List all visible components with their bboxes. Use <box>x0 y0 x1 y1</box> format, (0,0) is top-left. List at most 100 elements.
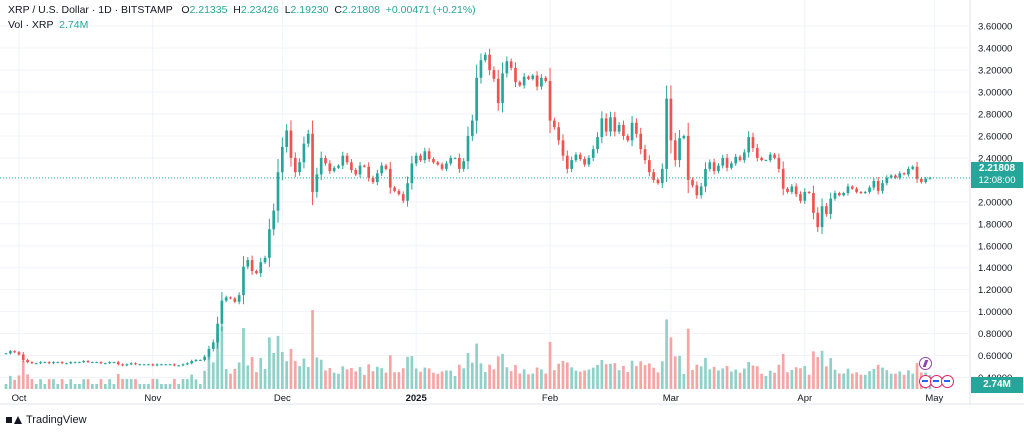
volume-bar <box>47 379 51 389</box>
tradingview-logo[interactable]: TradingView <box>6 414 87 426</box>
volume-bar <box>147 384 150 389</box>
event-flash-icon[interactable] <box>919 357 932 370</box>
candle-body <box>268 229 271 258</box>
volume-bars <box>4 310 932 389</box>
volume-bar <box>246 365 250 389</box>
price-axis[interactable]: 3.60000 3.40000 3.20000 3.00000 2.80000 2.600… <box>978 22 1012 384</box>
volume-bar <box>65 384 68 389</box>
volume-bar <box>755 366 759 389</box>
volume-bar <box>363 374 366 389</box>
candle-body <box>514 67 517 83</box>
candle-body <box>103 363 107 365</box>
candle-body <box>177 365 181 367</box>
candle-body <box>138 364 142 366</box>
symbol-legend[interactable]: XRP / U.S. Dollar · 1D · BITSTAMP O2.213… <box>8 4 476 16</box>
candle-body <box>129 363 133 365</box>
volume-legend[interactable]: Vol · XRP 2.74M <box>8 19 88 31</box>
candle-body <box>846 186 850 194</box>
candle-body <box>894 175 897 178</box>
candle-body <box>678 138 681 161</box>
volume-bar <box>509 371 513 389</box>
candle-body <box>829 198 833 214</box>
candle-body <box>21 354 25 360</box>
volume-bar <box>324 370 327 389</box>
volume-bar <box>186 379 189 389</box>
candle-body <box>479 60 483 78</box>
volume-bar <box>198 384 202 389</box>
volume-bar <box>535 367 539 389</box>
candle-body <box>656 179 660 184</box>
candle-body <box>324 157 327 164</box>
volume-bar <box>108 379 111 389</box>
candlesticks <box>4 48 932 367</box>
candle-body <box>881 183 884 191</box>
volume-bar <box>384 372 388 389</box>
candle-body <box>56 362 60 364</box>
volume-bar <box>151 378 155 389</box>
volume-bar <box>30 379 34 389</box>
candle-body <box>742 152 746 161</box>
time-axis[interactable]: Oct Nov Dec 2025 Feb Mar Apr May <box>12 393 944 404</box>
candle-body <box>898 173 902 178</box>
candle-body <box>570 160 573 169</box>
volume-bar <box>432 372 435 389</box>
volume-bar <box>578 371 582 389</box>
candle-body <box>86 361 90 363</box>
candle-body <box>311 133 314 192</box>
candle-body <box>889 175 893 178</box>
volume-bar <box>717 370 720 389</box>
candle-body <box>768 154 772 161</box>
volume-bar <box>26 374 29 389</box>
volume-bar <box>194 379 198 389</box>
symbol-title[interactable]: XRP / U.S. Dollar · 1D · BITSTAMP <box>8 4 173 16</box>
volume-bar <box>276 335 280 389</box>
volume-bar <box>630 360 634 389</box>
candle-body <box>691 179 694 186</box>
volume-bar <box>427 368 431 389</box>
volume-bar <box>393 372 396 389</box>
candle-body <box>466 135 470 162</box>
candle-body <box>596 137 599 150</box>
volume-bar <box>803 366 807 389</box>
volume-bar <box>544 373 548 389</box>
candle-body <box>920 178 923 183</box>
volume-bar <box>600 359 604 389</box>
dividend-icon[interactable] <box>941 375 954 388</box>
candle-body <box>168 364 172 366</box>
candle-body <box>730 163 733 168</box>
volume-bar <box>34 384 38 389</box>
candle-body <box>648 160 651 173</box>
candle-body <box>164 364 168 366</box>
candle-body <box>483 54 487 61</box>
volume-bar <box>825 366 828 389</box>
candle-body <box>907 168 910 175</box>
price-tick-label: 3.40000 <box>978 44 1012 55</box>
candle-body <box>423 151 427 161</box>
candle-body <box>380 165 383 174</box>
volume-bar <box>470 362 474 389</box>
candle-body <box>747 137 750 153</box>
price-tick-label: 2.40000 <box>978 153 1012 164</box>
candle-body <box>99 362 103 364</box>
candle-body <box>885 177 889 184</box>
open-label: O <box>181 4 190 16</box>
volume-bar <box>86 379 90 389</box>
candle-body <box>794 186 798 195</box>
candle-body <box>345 155 349 163</box>
volume-bar <box>69 379 73 389</box>
candle-body <box>561 140 565 156</box>
volume-bar <box>764 376 768 389</box>
volume-bar <box>881 367 884 389</box>
volume-bar <box>725 365 729 389</box>
volume-bar <box>319 359 323 389</box>
candle-body <box>337 165 340 168</box>
candle-body <box>902 173 906 175</box>
candle-body <box>630 122 634 141</box>
volume-bar <box>833 369 837 389</box>
candle-body <box>665 98 668 169</box>
candle-body <box>69 362 73 364</box>
volume-bar <box>609 363 612 389</box>
candle-body <box>751 137 755 149</box>
candle-body <box>112 362 116 364</box>
